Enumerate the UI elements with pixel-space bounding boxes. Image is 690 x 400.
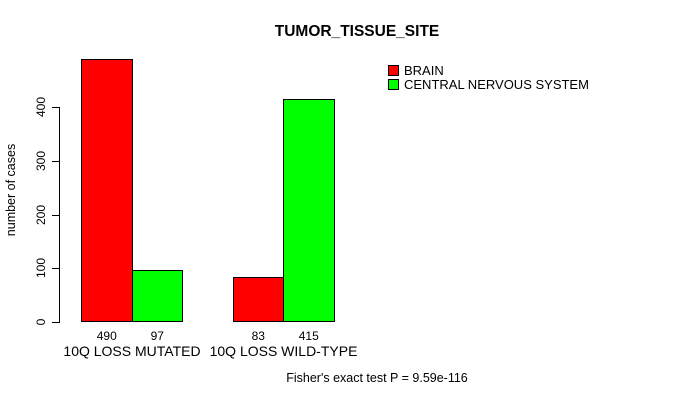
- bar-value-label: 97: [150, 329, 164, 343]
- legend-item: CENTRAL NERVOUS SYSTEM: [388, 76, 589, 92]
- chart-title: TUMOR_TISSUE_SITE: [274, 23, 440, 40]
- fisher-test-annotation: Fisher's exact test P = 9.59e-116: [286, 371, 468, 385]
- y-axis-tick: [52, 268, 59, 270]
- legend-color-swatch: [388, 78, 399, 90]
- legend-color-swatch: [388, 65, 399, 77]
- y-axis-tick-label: 200: [34, 204, 48, 225]
- y-axis-tick: [52, 322, 59, 323]
- y-axis-tick: [52, 160, 59, 162]
- bar-central-nervous-system: [131, 269, 183, 322]
- y-axis-tick: [52, 107, 59, 109]
- y-axis-tick-label: 100: [34, 258, 48, 279]
- legend: BRAIN CENTRAL NERVOUS SYSTEM: [388, 63, 589, 92]
- legend-item: BRAIN: [388, 63, 589, 79]
- x-axis-category-label: 10Q LOSS WILD-TYPE: [209, 343, 358, 359]
- bar-brain: [232, 277, 284, 322]
- y-axis-tick: [52, 214, 59, 216]
- y-axis-label: number of cases: [4, 143, 18, 237]
- y-axis-tick-label: 300: [34, 150, 48, 171]
- y-axis-tick-label: 400: [34, 97, 48, 118]
- bar-value-label: 83: [251, 329, 265, 343]
- x-axis-category-label: 10Q LOSS MUTATED: [63, 343, 201, 359]
- legend-label: BRAIN: [404, 63, 444, 79]
- bar-value-label: 415: [298, 329, 319, 343]
- y-axis-line: [59, 107, 60, 323]
- legend-label: CENTRAL NERVOUS SYSTEM: [404, 76, 589, 92]
- y-axis-tick-label: 0: [34, 318, 48, 326]
- bar-central-nervous-system: [283, 99, 335, 322]
- bar-brain: [81, 59, 133, 322]
- bar-value-label: 490: [96, 329, 117, 343]
